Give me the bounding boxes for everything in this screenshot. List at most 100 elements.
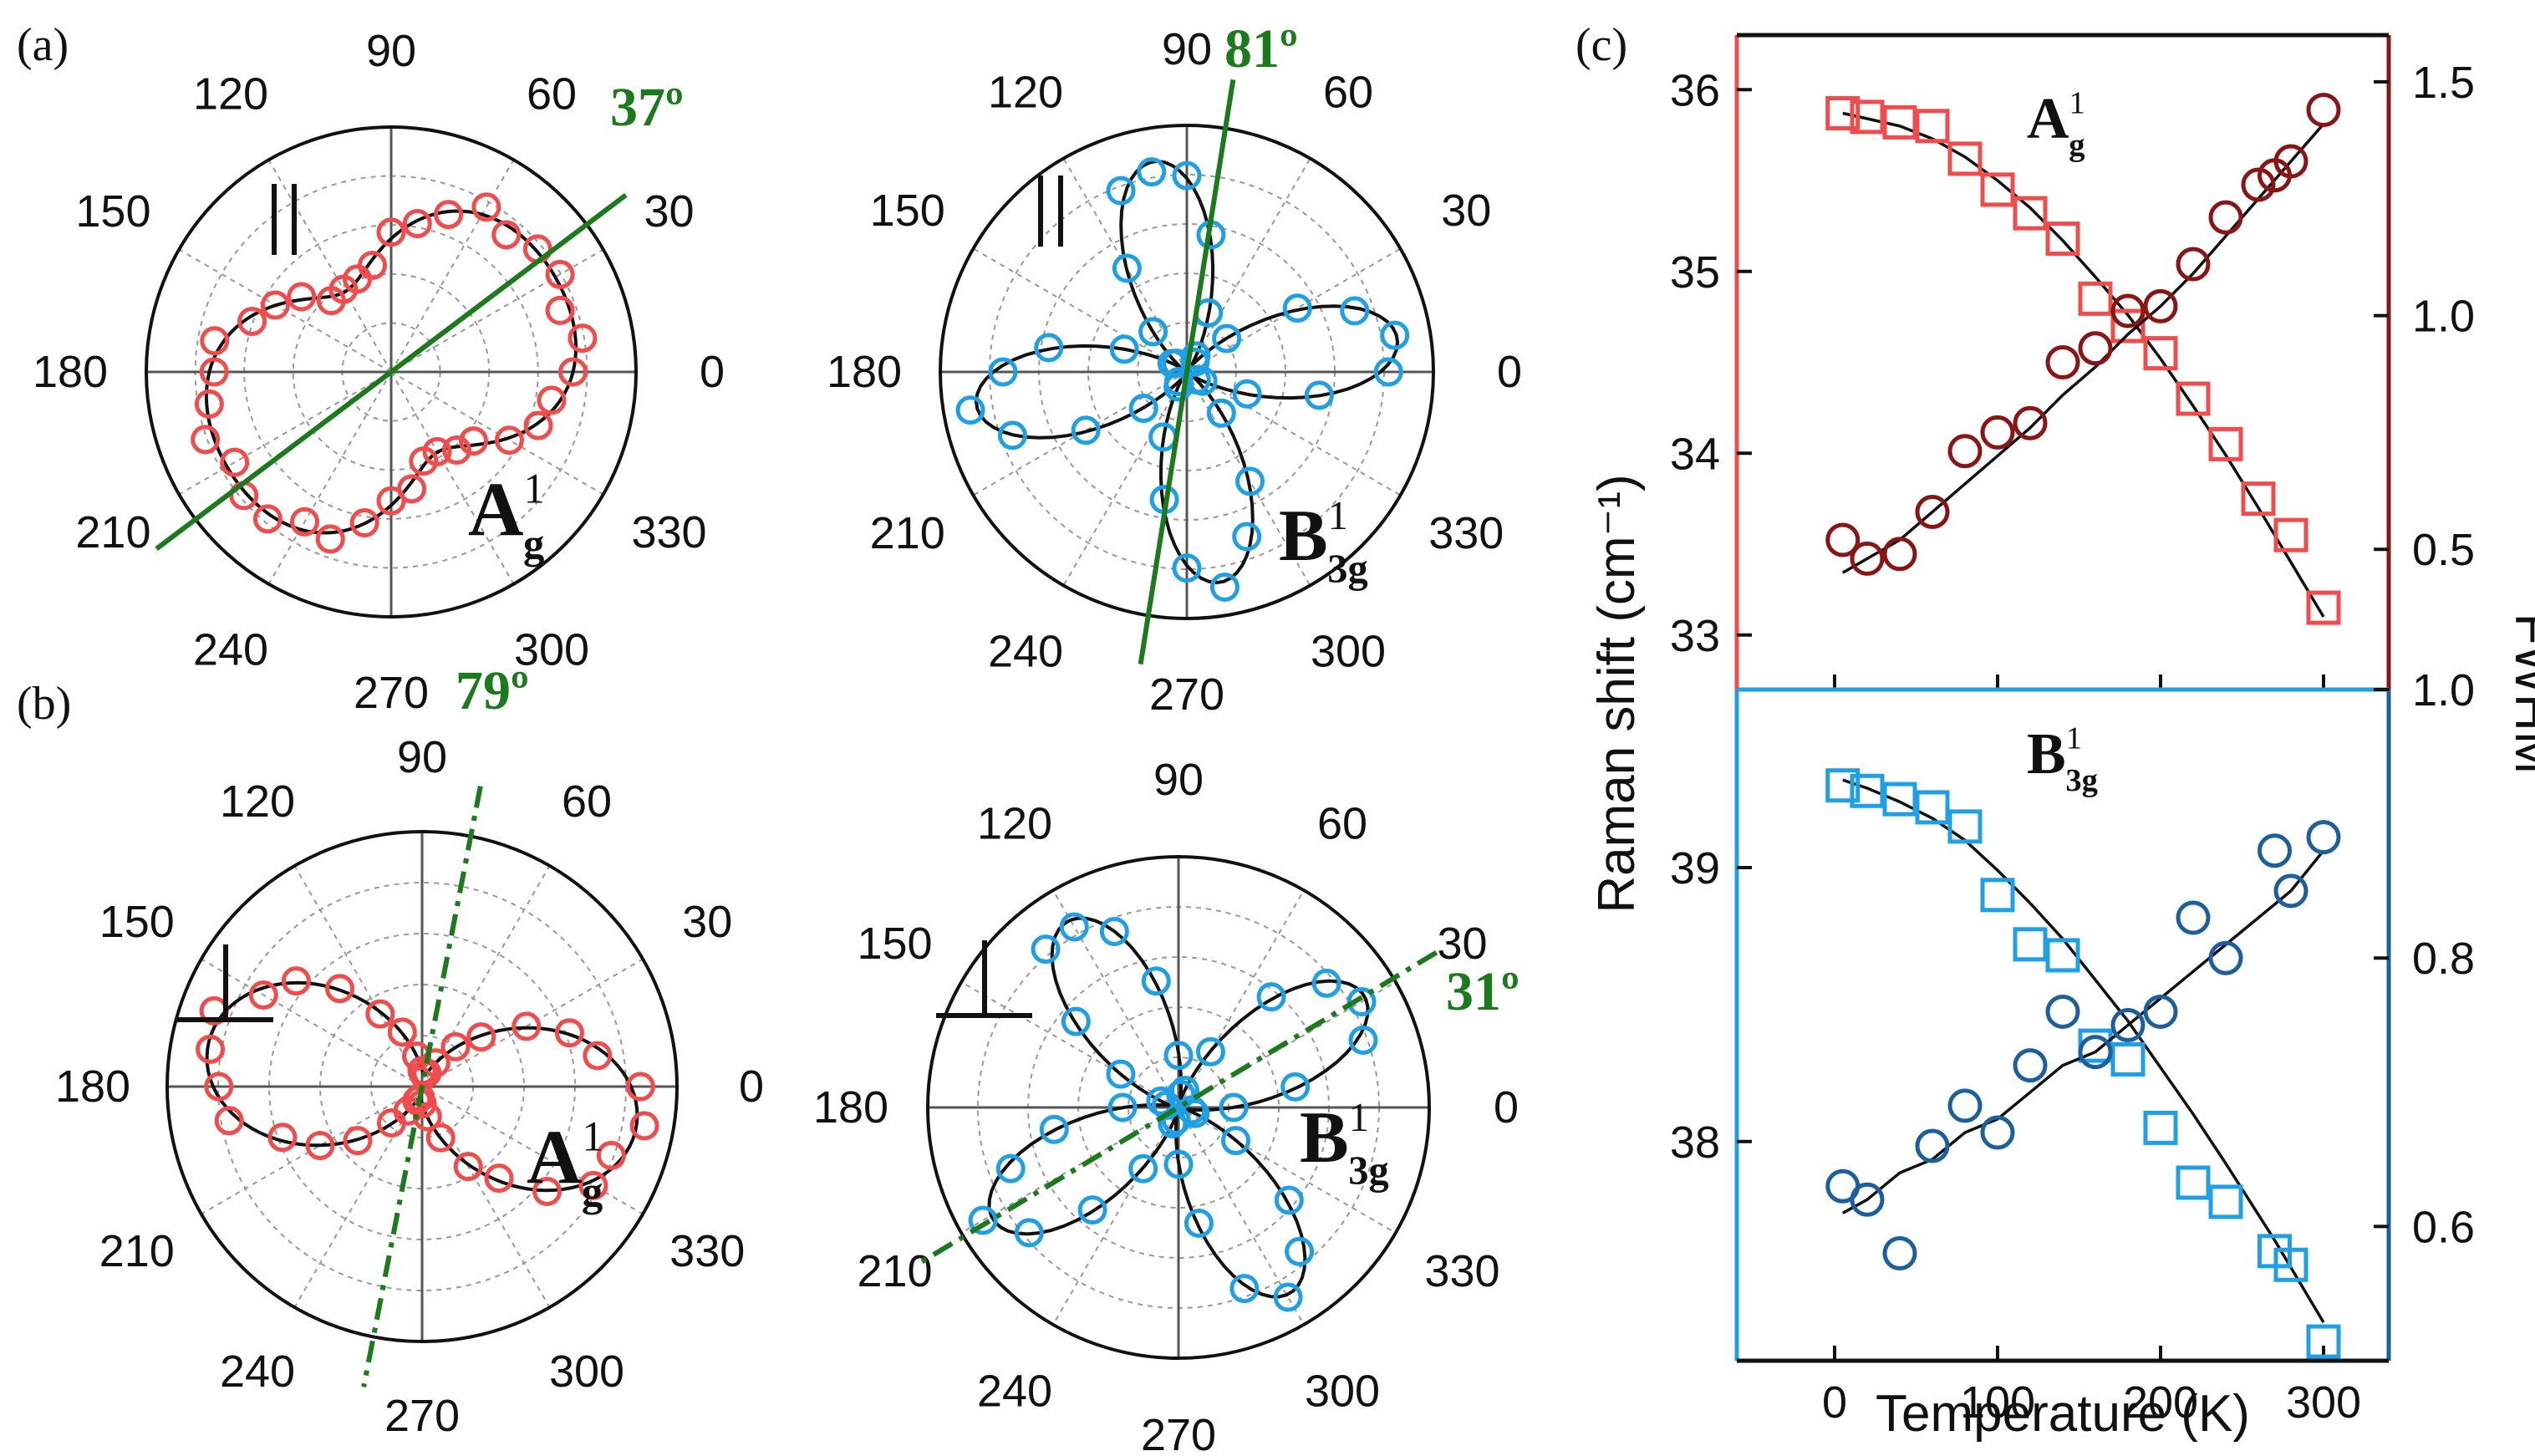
fwhm-point — [2143, 288, 2178, 323]
temperature-subplot-b3g: 38 39 0.6 0.8 1.0 0 100 200 300 B1 3g — [1670, 665, 2475, 1428]
polar-data-point — [629, 1111, 659, 1141]
fit-line — [1842, 111, 2325, 618]
temperature-plots: 33 34 35 36 0.5 1.0 1.5 A1 g 38 39 0.6 0.8 1.0 0 100 200… — [1588, 33, 2535, 1443]
polar-data-point — [1346, 987, 1377, 1017]
parallel-polarization-icon — [1038, 176, 1063, 247]
polar-angle-label: 330 — [631, 507, 706, 557]
polar-data-point — [558, 357, 588, 387]
polar-grid-spoke — [201, 958, 423, 1087]
polar-grid-spoke — [293, 865, 423, 1087]
polar-data-point — [1061, 1006, 1091, 1036]
panel-label-c: (c) — [1575, 19, 1627, 71]
polar-angle-label: 300 — [1305, 1366, 1380, 1416]
polar-outer-ring — [165, 830, 679, 1343]
polar-data-point — [523, 410, 553, 440]
polar-angle-label: 240 — [193, 625, 268, 675]
polar-data-point — [1172, 553, 1202, 583]
polar-angle-label: 30 — [644, 186, 695, 237]
polar-fit-curve — [974, 159, 1400, 585]
polar-data-point — [453, 1152, 483, 1182]
polar-data-point — [287, 282, 317, 312]
fit-line — [1842, 778, 2325, 1323]
polar-data-point — [1195, 1036, 1225, 1067]
polar-data-point — [1285, 1236, 1315, 1266]
polar-data-point — [583, 1041, 613, 1071]
fwhm-point — [2078, 1035, 2113, 1070]
polar-data-point — [1180, 1098, 1210, 1128]
polar-data-point — [1188, 366, 1218, 396]
polar-angle-label: 180 — [827, 347, 902, 397]
polar-data-point — [471, 192, 501, 222]
polar-angle-label: 0 — [700, 347, 725, 397]
polar-data-point — [968, 1205, 998, 1235]
raman-shift-point — [2176, 381, 2211, 416]
polar-data-point — [1141, 966, 1171, 996]
polar-data-point — [1280, 1072, 1311, 1102]
polar-data-point — [578, 1170, 608, 1200]
perpendicular-polarization-icon — [936, 940, 1032, 1018]
polar-grid-spoke — [1178, 1107, 1305, 1326]
polar-angle-label: 180 — [813, 1082, 888, 1133]
polar-data-point — [200, 326, 230, 356]
raman-shift-point — [2045, 938, 2080, 973]
polar-data-point — [459, 426, 489, 456]
polar-angle-label: 270 — [384, 1391, 460, 1441]
polar-angle-label: 60 — [562, 776, 612, 827]
polar-data-point — [1274, 1185, 1304, 1215]
fwhm-point — [2110, 1008, 2146, 1042]
fwhm-point — [1850, 541, 1885, 576]
polar-data-point — [434, 200, 464, 230]
polar-data-point — [325, 974, 355, 1004]
polar-data-point — [1071, 415, 1101, 445]
polar-data-point — [1014, 1218, 1044, 1248]
fwhm-point — [1947, 1088, 1983, 1123]
polar-mode-label: A1 g — [468, 465, 545, 567]
polar-data-point — [1112, 253, 1142, 283]
raman-shift-point — [1850, 99, 1885, 135]
polar-angle-label: 150 — [75, 186, 150, 237]
right-tick-label: 1.5 — [2412, 58, 2475, 108]
raman-shift-point — [2273, 517, 2308, 552]
raman-shift-point — [1825, 96, 1861, 131]
polar-angle-label: 210 — [99, 1226, 175, 1276]
polar-angle-label: 90 — [366, 26, 416, 76]
polar-grid-spoke — [390, 159, 515, 373]
polar-angle-label: 270 — [1141, 1410, 1216, 1456]
polar-data-point — [214, 1106, 244, 1136]
fwhm-point — [2306, 92, 2341, 127]
raman-shift-point — [2143, 1110, 2178, 1145]
polar-plot-a-b3g: 0 30 60 90 120 150 180 210 240 270 300 330 81º B1 3g — [827, 18, 1522, 720]
polar-data-point — [1209, 573, 1240, 603]
polar-data-point — [545, 259, 575, 289]
polar-data-point — [1380, 320, 1410, 350]
polar-grid-spoke — [178, 371, 392, 496]
polar-data-point — [1282, 293, 1312, 323]
polar-data-point — [955, 395, 985, 425]
x-axis-title: Temperature (K) — [1876, 1385, 2250, 1443]
polar-data-point — [440, 1031, 471, 1061]
polar-data-point — [422, 436, 452, 466]
polar-grid-spoke — [421, 958, 644, 1087]
polar-data-point — [1109, 334, 1139, 364]
polar-angle-label: 300 — [514, 625, 589, 675]
fwhm-point — [1947, 434, 1983, 469]
polar-angle-annotation: 31º — [1446, 961, 1519, 1022]
fit-line — [1841, 123, 2325, 574]
polar-angle-label: 60 — [527, 69, 577, 119]
raman-shift-point — [1915, 109, 1950, 144]
polar-data-point — [1106, 1059, 1136, 1089]
polar-data-point — [343, 1126, 373, 1156]
polar-data-point — [290, 507, 320, 537]
polar-grid-spoke — [960, 981, 1179, 1108]
fwhm-point — [2176, 900, 2211, 935]
right-tick-label: 1.0 — [2412, 665, 2475, 715]
fwhm-point — [2143, 994, 2178, 1029]
x-tick-label: 0 — [1822, 1377, 1847, 1428]
polar-data-point — [397, 474, 427, 504]
polar-data-point — [1163, 1041, 1194, 1071]
fwhm-point — [1915, 494, 1950, 529]
polar-data-point — [1099, 916, 1129, 946]
fwhm-point — [1980, 415, 2015, 450]
right-tick-label: 0.8 — [2412, 934, 2475, 984]
left-tick-label: 39 — [1670, 843, 1720, 893]
